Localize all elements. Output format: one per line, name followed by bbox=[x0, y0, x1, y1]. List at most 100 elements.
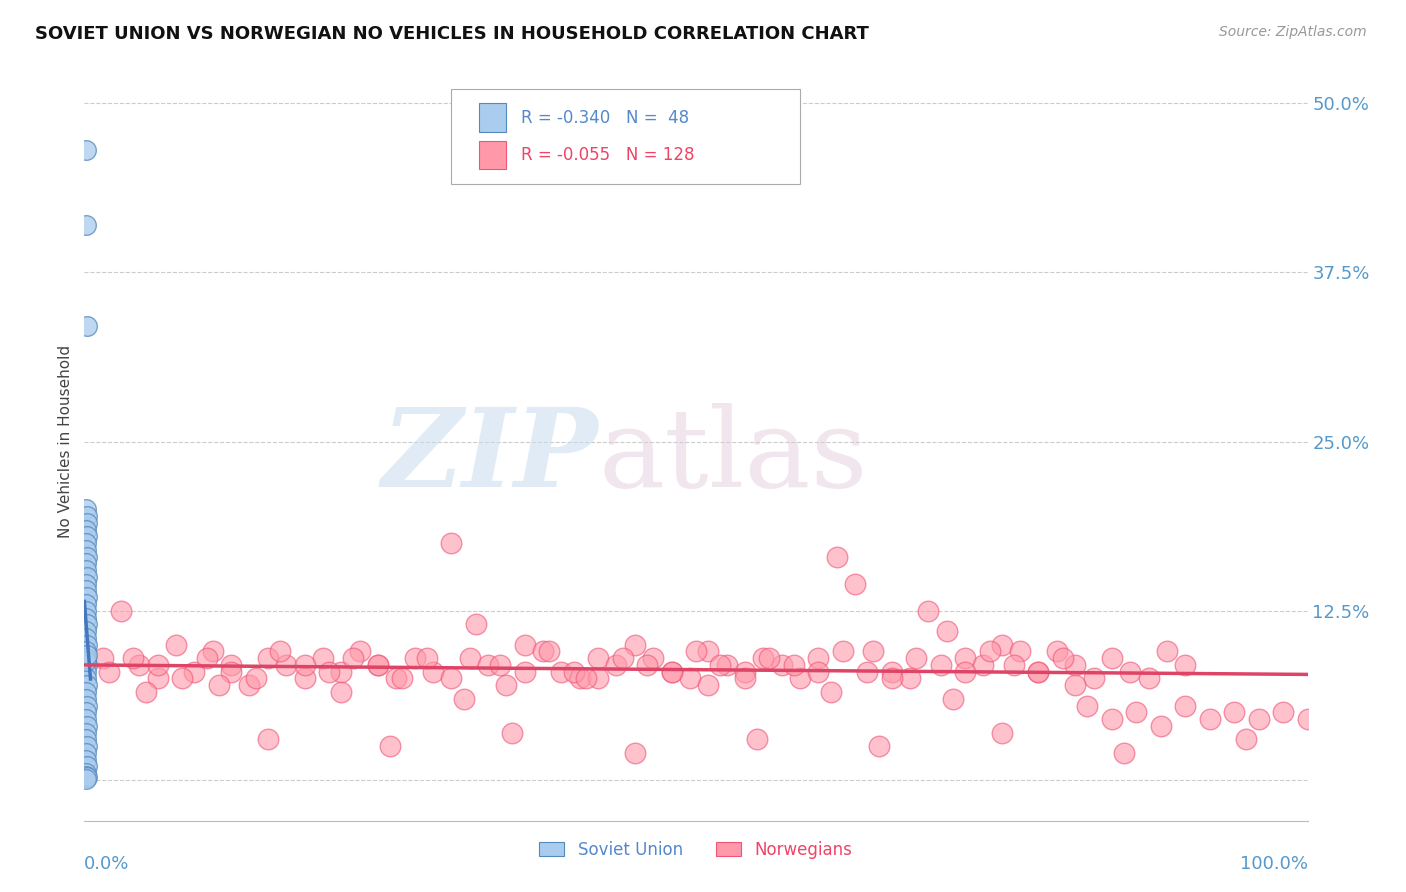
Point bbox=[75, 631, 97, 645]
Point bbox=[979, 644, 1001, 658]
Point bbox=[75, 753, 97, 767]
Point bbox=[75, 542, 97, 557]
Point bbox=[385, 672, 408, 686]
Text: Source: ZipAtlas.com: Source: ZipAtlas.com bbox=[1219, 25, 1367, 39]
Point bbox=[422, 665, 444, 679]
Point bbox=[76, 678, 98, 692]
Point bbox=[661, 665, 683, 679]
Point bbox=[1114, 746, 1136, 760]
Point bbox=[75, 563, 97, 577]
Point bbox=[697, 644, 720, 658]
Point bbox=[1247, 712, 1270, 726]
Point bbox=[91, 651, 114, 665]
Point bbox=[330, 685, 353, 699]
Point bbox=[685, 644, 707, 658]
Point bbox=[531, 644, 554, 658]
Point bbox=[1028, 665, 1050, 679]
Point bbox=[76, 698, 98, 713]
Bar bbox=[479, 103, 506, 132]
Point bbox=[440, 536, 463, 550]
Point bbox=[458, 651, 481, 665]
Point bbox=[245, 672, 267, 686]
Point bbox=[75, 725, 97, 739]
Point bbox=[770, 657, 793, 672]
Point bbox=[807, 651, 830, 665]
Point bbox=[661, 665, 683, 679]
Point bbox=[257, 732, 280, 747]
Point bbox=[862, 644, 884, 658]
Point bbox=[917, 604, 939, 618]
Point bbox=[1125, 706, 1147, 720]
Point bbox=[1119, 665, 1142, 679]
Point bbox=[75, 766, 97, 780]
Legend: Soviet Union, Norwegians: Soviet Union, Norwegians bbox=[533, 834, 859, 865]
Point bbox=[146, 672, 169, 686]
Point bbox=[135, 685, 157, 699]
Point bbox=[318, 665, 340, 679]
Point bbox=[97, 665, 120, 679]
Point bbox=[294, 672, 316, 686]
Point bbox=[76, 516, 98, 530]
Point bbox=[880, 672, 903, 686]
Point bbox=[75, 665, 97, 679]
Point bbox=[1083, 672, 1105, 686]
Point bbox=[844, 576, 866, 591]
Point bbox=[972, 657, 994, 672]
Point bbox=[76, 657, 98, 672]
Point bbox=[75, 536, 97, 550]
Text: 100.0%: 100.0% bbox=[1240, 855, 1308, 872]
Point bbox=[146, 657, 169, 672]
Point bbox=[1064, 657, 1087, 672]
Point bbox=[380, 739, 402, 754]
Point bbox=[709, 657, 731, 672]
Point bbox=[856, 665, 879, 679]
Point bbox=[586, 651, 609, 665]
Point bbox=[624, 638, 647, 652]
Point bbox=[1101, 651, 1123, 665]
Bar bbox=[479, 141, 506, 169]
Point bbox=[76, 508, 98, 523]
Point bbox=[76, 591, 98, 605]
Point bbox=[1101, 712, 1123, 726]
Point bbox=[1052, 651, 1074, 665]
Text: ZIP: ZIP bbox=[381, 403, 598, 510]
Point bbox=[538, 644, 561, 658]
FancyBboxPatch shape bbox=[451, 89, 800, 184]
Point bbox=[716, 657, 738, 672]
Point bbox=[643, 651, 665, 665]
Point bbox=[208, 678, 231, 692]
Point bbox=[747, 732, 769, 747]
Point bbox=[76, 529, 98, 543]
Point bbox=[269, 644, 291, 658]
Point bbox=[991, 725, 1014, 739]
Point bbox=[75, 583, 97, 598]
Point bbox=[75, 218, 97, 232]
Point bbox=[128, 657, 150, 672]
Point bbox=[75, 685, 97, 699]
Point bbox=[758, 651, 780, 665]
Point bbox=[991, 638, 1014, 652]
Point bbox=[929, 657, 952, 672]
Point bbox=[1076, 698, 1098, 713]
Point bbox=[513, 638, 536, 652]
Point bbox=[201, 644, 224, 658]
Point bbox=[342, 651, 364, 665]
Point bbox=[76, 739, 98, 754]
Point bbox=[752, 651, 775, 665]
Point bbox=[367, 657, 389, 672]
Point bbox=[76, 617, 98, 632]
Point bbox=[586, 672, 609, 686]
Point bbox=[464, 617, 486, 632]
Point bbox=[122, 651, 145, 665]
Point bbox=[477, 657, 499, 672]
Point bbox=[825, 549, 848, 564]
Point bbox=[697, 678, 720, 692]
Point bbox=[568, 672, 591, 686]
Point bbox=[1174, 657, 1197, 672]
Point bbox=[391, 672, 413, 686]
Point bbox=[75, 610, 97, 624]
Point bbox=[636, 657, 658, 672]
Point bbox=[183, 665, 205, 679]
Text: atlas: atlas bbox=[598, 403, 868, 510]
Point bbox=[880, 665, 903, 679]
